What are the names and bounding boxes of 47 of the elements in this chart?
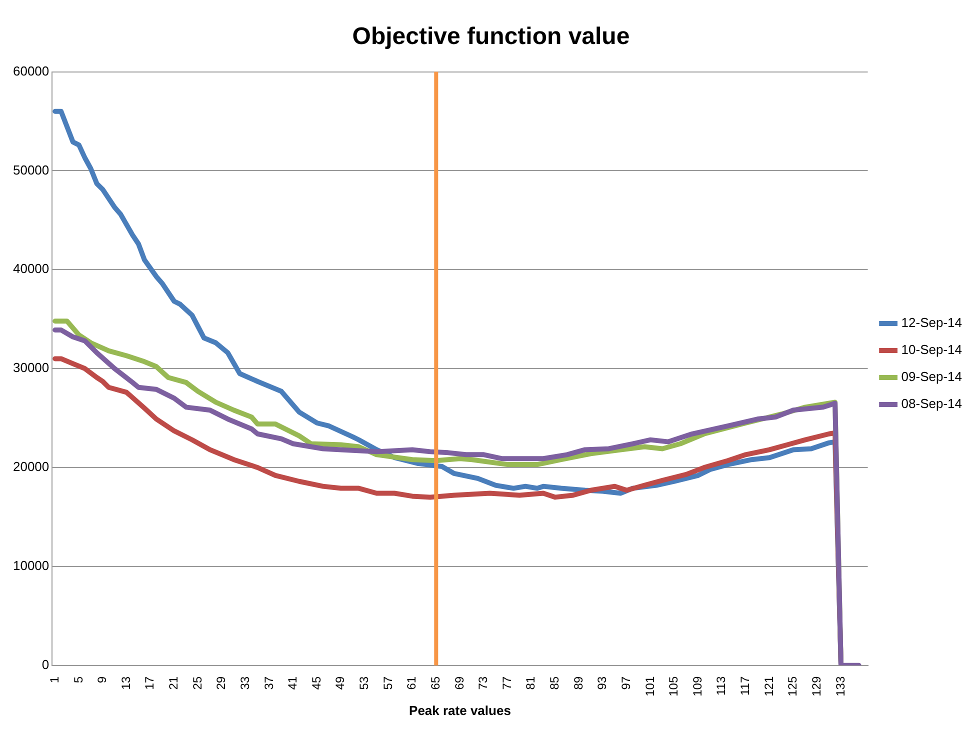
x-tick-label: 25 xyxy=(190,676,204,690)
x-tick-label: 13 xyxy=(118,676,133,690)
x-tick-label: 133 xyxy=(833,676,848,696)
x-tick-label: 117 xyxy=(738,676,752,696)
legend-label: 09-Sep-14 xyxy=(901,369,962,384)
x-tick-label: 109 xyxy=(690,676,704,696)
x-tick-label: 49 xyxy=(333,676,348,690)
x-tick-label: 101 xyxy=(642,676,657,696)
x-tick-label: 73 xyxy=(476,676,490,690)
x-tick-label: 77 xyxy=(500,676,514,690)
y-tick-label: 60000 xyxy=(12,63,50,78)
y-tick-label: 20000 xyxy=(12,459,50,474)
chart-title: Objective function value xyxy=(352,23,630,50)
legend-label: 12-Sep-14 xyxy=(901,315,962,330)
x-tick-label: 41 xyxy=(286,676,300,690)
legend-label: 10-Sep-14 xyxy=(901,342,962,358)
x-tick-label: 125 xyxy=(786,676,800,696)
y-tick-label: 50000 xyxy=(12,162,50,178)
x-tick-label: 37 xyxy=(262,676,276,690)
x-tick-label: 105 xyxy=(666,676,681,696)
y-tick-label: 10000 xyxy=(12,558,50,574)
x-tick-label: 61 xyxy=(404,676,419,690)
x-tick-label: 33 xyxy=(238,676,252,690)
x-tick-label: 69 xyxy=(452,676,466,690)
x-tick-label: 45 xyxy=(309,676,324,690)
x-tick-label: 81 xyxy=(524,676,538,690)
x-tick-label: 29 xyxy=(214,676,228,690)
x-tick-label: 53 xyxy=(357,676,372,690)
x-tick-label: 9 xyxy=(95,676,110,684)
x-tick-label: 65 xyxy=(428,676,442,690)
x-axis-title: Peak rate values xyxy=(409,702,511,718)
x-tick-label: 17 xyxy=(142,676,157,690)
x-tick-label: 89 xyxy=(571,676,586,690)
y-tick-label: 30000 xyxy=(12,360,50,376)
y-tick-label: 0 xyxy=(42,656,50,672)
x-tick-label: 97 xyxy=(618,676,633,690)
x-tick-label: 85 xyxy=(548,676,562,690)
x-tick-label: 21 xyxy=(166,676,181,690)
x-tick-label: 113 xyxy=(714,676,728,696)
x-tick-label: 5 xyxy=(71,676,86,684)
x-tick-label: 121 xyxy=(762,676,776,696)
x-tick-label: 93 xyxy=(595,676,610,690)
x-tick-label: 1 xyxy=(47,676,62,684)
x-tick-label: 57 xyxy=(380,676,395,690)
legend-label: 08-Sep-14 xyxy=(901,396,962,412)
x-tick-label: 129 xyxy=(810,676,824,696)
y-tick-label: 40000 xyxy=(12,261,50,276)
